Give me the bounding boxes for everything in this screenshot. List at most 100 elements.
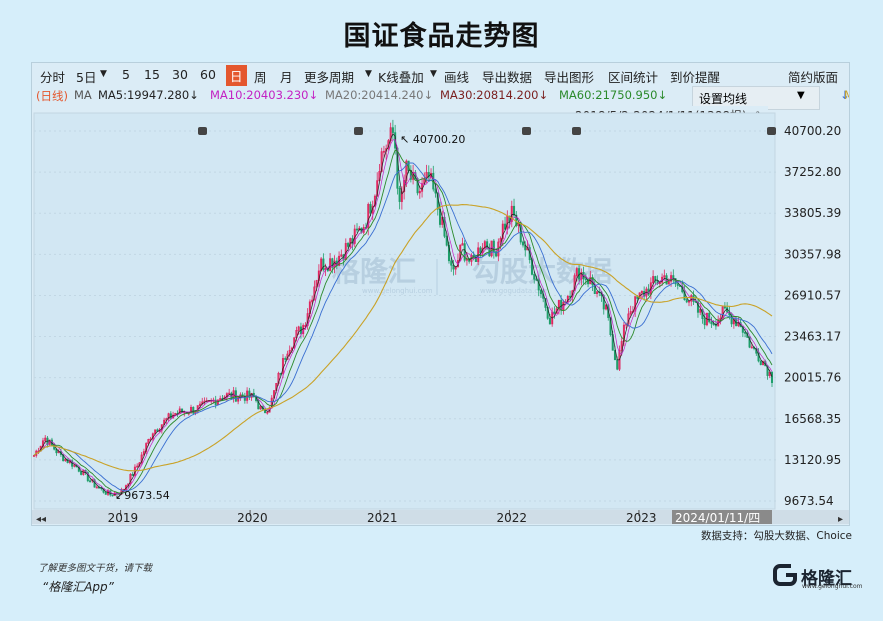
candle [86,472,89,482]
toolbar-item[interactable]: 30 [172,67,188,82]
chevron-down-icon[interactable]: ▼ [100,69,107,79]
x-tick-label: 2021 [367,511,398,525]
ma-value: MA30:20814.200↓ [440,88,549,102]
candle [355,228,359,231]
candle [712,323,715,326]
candle [340,254,343,257]
toolbar-item[interactable]: 5 [122,67,130,82]
ma-value: MA10:20403.230↓ [210,88,319,102]
candle [609,317,612,335]
toolbar-item[interactable]: 15 [144,67,160,82]
candle [759,360,762,365]
candle [770,371,774,383]
toolbar-item[interactable]: 导出数据 [482,70,533,85]
layout-toggle[interactable]: 简约版面 [788,70,839,85]
candle [620,341,623,352]
chevron-down-icon[interactable]: ▼ [430,69,437,79]
y-tick-label: 16568.35 [784,412,841,426]
candle [483,241,486,249]
toolbar-item[interactable]: 更多周期 [304,70,355,85]
candlestick-chart[interactable]: 9673.54 13120.95 16568.35 20015.76 23463.17 2… [32,63,849,525]
candle [322,258,325,271]
candle [257,400,260,410]
candle [699,308,702,313]
cursor-date-label: 2024/01/11/四 [675,511,760,525]
candle [580,272,583,280]
candle [445,235,448,246]
candle [665,275,668,285]
candle [111,494,114,497]
high-annotation: ↖ 40700.20 [400,133,465,146]
candle [434,188,437,194]
ma-value: MA20:20414.240↓ [325,88,434,102]
candle [237,396,240,402]
ma10-line [33,139,773,495]
candle [418,190,421,194]
ma-value: MA5:19947.280↓ [98,88,199,102]
event-marker [522,127,531,135]
event-marker [354,127,363,135]
ma-value: MA250: [844,88,849,102]
candle [450,260,453,266]
candle [696,301,699,313]
toolbar-item[interactable]: 区间统计 [608,70,659,85]
candle [219,398,222,401]
toolbar-item[interactable]: 5日 [76,70,97,85]
candle [652,276,655,284]
ma-period-label: (日线) [36,89,68,103]
ma-label: MA [74,88,92,102]
candle [584,278,587,281]
toolbar-item[interactable]: 分时 [40,70,66,85]
candle [129,473,132,485]
candle [190,406,193,414]
candle [499,238,502,243]
candle [495,251,498,257]
toolbar-item[interactable]: 日 [226,65,247,86]
chevron-down-icon[interactable]: ▼ [365,69,372,79]
event-marker [198,127,207,135]
candle [389,127,392,141]
toolbar-item[interactable]: K线叠加 [378,70,424,85]
candle [311,299,314,303]
candle [331,258,334,268]
brand-url: www.gelonghui.com [802,583,863,590]
brand-name: 格隆汇 [801,569,852,589]
ma250-line [33,204,773,472]
candle [723,306,726,309]
chevron-down-icon: ▼ [797,90,805,101]
candle [730,314,733,325]
candle [169,413,172,419]
toolbar-item[interactable]: 月 [280,70,293,85]
low-annotation: ↙9673.54 [115,489,170,502]
candle [80,470,83,475]
candle [674,278,677,285]
y-tick-label: 30357.98 [784,247,841,261]
chart-panel: 分时 5日 ▼ 5 15 30 60 日周月更多周期 ▼ K线叠加 ▼ 画线 导出数据 导出图形 区间统计到… [31,62,850,526]
toolbar-item[interactable]: 周 [254,70,267,85]
toolbar-item[interactable]: 导出图形 [544,70,595,85]
toolbar-item[interactable]: 到价提醒 [670,70,721,85]
candle [463,243,466,261]
y-tick-label: 20015.76 [784,371,841,385]
candle [748,337,751,348]
candle [539,289,542,295]
candle [461,243,464,246]
candle [587,279,590,285]
candle [676,283,679,286]
toolbar-item[interactable]: 画线 [444,70,470,85]
candle [479,247,482,254]
candle [555,308,558,314]
x-tick-label: 2022 [496,511,527,525]
candle [533,274,536,280]
y-tick-label: 26910.57 [784,288,841,302]
candle [721,306,724,319]
ma-value: ↓ [840,88,849,102]
candle [281,358,285,374]
brand-logo-icon [773,564,797,586]
toolbar-item[interactable]: 60 [200,67,216,82]
candle [427,172,430,178]
candle [367,204,370,229]
candle [198,403,202,406]
candle [297,326,300,331]
data-source: 数据支持：勾股大数据、Choice [700,530,852,542]
